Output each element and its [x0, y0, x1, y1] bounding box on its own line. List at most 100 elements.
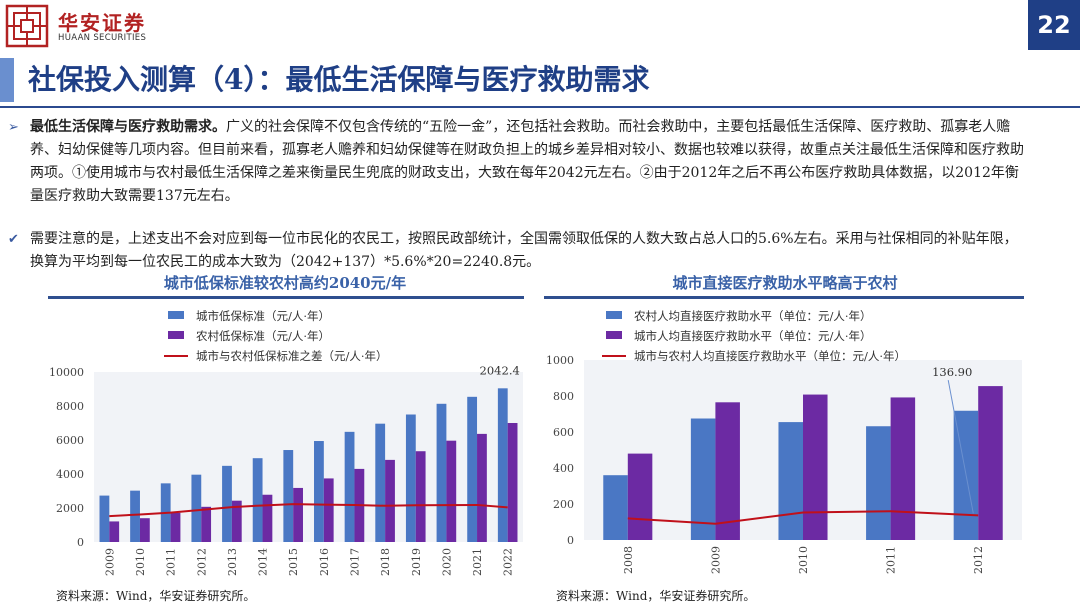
chart-1-y-tick-label: 0 — [77, 536, 84, 549]
chart-1-x-tick-label: 2015 — [287, 548, 300, 576]
chart-1-bar-s1-2019 — [405, 414, 416, 542]
chart-1-legend-label: 农村低保标准（元/人·年） — [196, 329, 330, 343]
chart-1-bar-s1-2010 — [130, 490, 140, 542]
chart-1-bar-s1-2012 — [191, 474, 202, 542]
chart-2-bar-s2-2011 — [890, 397, 916, 540]
chart-1-bar-s1-2013 — [222, 465, 232, 542]
chart-2-legend-label: 农村人均直接医疗救助水平（单位：元/人·年） — [634, 309, 872, 323]
chart-1-bar-s1-2020 — [436, 403, 447, 542]
huaan-logo-icon — [5, 4, 49, 48]
bullet-paragraph-2: ✔ 需要注意的是，上述支出不会对应到每一位市民化的农民工，按照民政部统计，全国需… — [8, 228, 1030, 274]
chart-2-legend-label: 城市与农村人均直接医疗救助水平（单位：元/人·年） — [634, 349, 906, 363]
chart-1-x-tick-label: 2017 — [348, 548, 361, 576]
chart-2-x-tick-label: 2010 — [797, 546, 810, 574]
chart-2-x-tick-label: 2012 — [972, 546, 985, 574]
chart-1-x-tick-label: 2016 — [318, 548, 331, 576]
chart-1-x-tick-label: 2010 — [134, 548, 147, 576]
chart-1-bar-s2-2010 — [139, 518, 150, 542]
title-divider — [0, 106, 1080, 108]
chart-1-bar-s1-2018 — [375, 423, 386, 542]
chart-1-plot-area — [94, 372, 523, 542]
chart-1-x-tick-label: 2022 — [502, 548, 515, 576]
chart-1-bar-s2-2013 — [231, 500, 242, 542]
chart-2-bar-s2-2010 — [803, 394, 828, 540]
chart-1-bar-s2-2014 — [262, 494, 273, 542]
chart-1-bar-s2-2011 — [170, 512, 181, 542]
chart-1-bar-s2-2019 — [415, 451, 426, 542]
chart-1-legend-label: 城市低保标准（元/人·年） — [196, 309, 330, 323]
logo-chinese-name: 华安证券 — [58, 11, 146, 35]
chart-1-x-tick-label: 2011 — [165, 548, 178, 576]
chart-2-legend-swatch — [606, 311, 622, 319]
chart-1-legend-swatch — [168, 331, 184, 339]
chart-2-source: 资料来源：Wind，华安证券研究所。 — [556, 589, 756, 603]
chart-1-title-rule — [48, 296, 524, 299]
chart-1-y-tick-label: 10000 — [49, 366, 84, 379]
chart-2-x-tick-label: 2008 — [622, 546, 635, 574]
chart-2-bar-s1-2008 — [603, 475, 628, 540]
bullet-1-lead: 最低生活保障与医疗救助需求。 — [30, 119, 226, 135]
chart-2-bar-s2-2012 — [978, 386, 1003, 540]
chart-2-annotation-leader — [947, 380, 974, 514]
bullet-paragraph-1: ➢ 最低生活保障与医疗救助需求。广义的社会保障不仅包含传统的“五险一金”，还包括… — [8, 116, 1030, 208]
chart-2-legend-swatch — [606, 331, 622, 339]
chart-1-bar-s2-2021 — [477, 433, 487, 542]
chart-1-x-tick-label: 2019 — [410, 548, 423, 576]
chart-1: 0 2000 4000 6000 8000 10000 2009 2010 2011 2012 20… — [49, 309, 523, 576]
chart-2-title-rule — [544, 296, 1024, 299]
chart-1-x-tick-label: 2020 — [440, 548, 453, 576]
chart-1-y-tick-label: 6000 — [56, 434, 84, 447]
chart-1-source: 资料来源：Wind，华安证券研究所。 — [56, 589, 256, 603]
chart-1-bar-s2-2022 — [507, 423, 518, 542]
chart-1-line-series — [109, 503, 508, 518]
chart-2-title: 城市直接医疗救助水平略高于农村 — [672, 274, 898, 292]
chart-1-bar-s1-2009 — [99, 495, 110, 542]
logo-english-name: HUAAN SECURITIES — [58, 33, 147, 43]
chart-1-bar-s1-2016 — [314, 441, 324, 542]
chart-1-bar-s1-2017 — [344, 431, 355, 542]
chart-1-y-tick-label: 4000 — [56, 468, 84, 481]
check-bullet-icon: ✔ — [8, 232, 19, 247]
slide-title: 社保投入测算（4）：最低生活保障与医疗救助需求 — [28, 63, 650, 96]
chart-2-line-series — [627, 510, 979, 525]
chart-1-bar-s2-2020 — [446, 440, 457, 542]
chart-1-y-tick-label: 8000 — [56, 400, 84, 413]
chart-1-x-tick-label: 2014 — [257, 548, 270, 576]
bullet-2-text: 需要注意的是，上述支出不会对应到每一位市民化的农民工，按照民政部统计，全国需领取… — [30, 231, 1018, 270]
chart-1-x-tick-label: 2018 — [379, 548, 392, 576]
chart-2-bar-s2-2009 — [715, 402, 740, 540]
chart-1-title: 城市低保标准较农村高约2040元/年 — [163, 274, 407, 292]
chart-1-bar-s2-2016 — [323, 478, 334, 542]
chart-2-y-tick-label: 800 — [553, 390, 574, 403]
chart-1-bar-s1-2022 — [497, 388, 508, 542]
chart-2: 0 200 400 600 800 1000 2008 2009 2010 2011 2012 农村人… — [546, 309, 1022, 574]
chart-1-annotation-label: 2042.4 — [480, 363, 520, 377]
chart-1-bar-s1-2014 — [252, 458, 263, 542]
chart-2-bar-s1-2009 — [690, 418, 716, 540]
chart-1-x-tick-label: 2021 — [471, 548, 484, 576]
chart-2-legend-label: 城市人均直接医疗救助水平（单位：元/人·年） — [634, 329, 872, 343]
chart-1-bar-s2-2009 — [109, 521, 120, 542]
chart-1-bar-s1-2021 — [467, 396, 478, 542]
chart-1-x-tick-label: 2012 — [195, 548, 208, 576]
chart-1-legend-swatch — [168, 311, 184, 319]
chart-2-y-tick-label: 0 — [567, 534, 574, 547]
arrow-bullet-icon: ➢ — [8, 120, 19, 135]
page-number-badge: 22 — [1028, 0, 1080, 50]
chart-1-bar-s2-2018 — [385, 459, 395, 542]
chart-1-bar-s2-2012 — [201, 506, 212, 542]
chart-1-x-tick-label: 2013 — [226, 548, 239, 576]
chart-2-x-tick-label: 2011 — [885, 546, 898, 574]
chart-1-legend-label: 城市与农村低保标准之差（元/人·年） — [196, 349, 388, 363]
chart-2-y-tick-label: 600 — [553, 426, 574, 439]
bullet-1-text: 广义的社会保障不仅包含传统的“五险一金”，还包括社会救助。而社会救助中，主要包括… — [30, 119, 1024, 204]
chart-2-x-tick-label: 2009 — [709, 546, 722, 574]
chart-2-bar-s2-2008 — [627, 453, 653, 540]
chart-2-bar-s1-2011 — [866, 426, 891, 540]
chart-1-x-tick-label: 2009 — [103, 548, 116, 576]
chart-1-y-tick-label: 2000 — [56, 502, 84, 515]
chart-2-bar-s1-2010 — [778, 422, 803, 540]
chart-2-annotation-label: 136.90 — [932, 365, 972, 379]
chart-1-bar-s1-2015 — [283, 450, 294, 542]
chart-1-bar-s2-2015 — [293, 487, 303, 542]
